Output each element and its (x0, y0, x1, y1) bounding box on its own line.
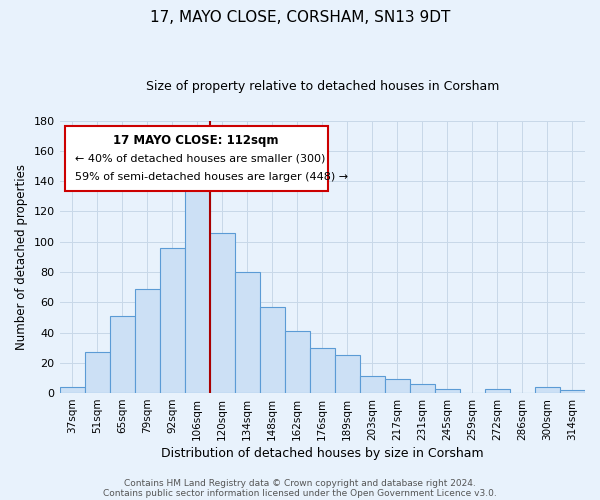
Bar (485, 388, 510, 393)
Bar (185, 181, 209, 393)
Bar (410, 384, 435, 393)
Text: Contains HM Land Registry data © Crown copyright and database right 2024.: Contains HM Land Registry data © Crown c… (124, 478, 476, 488)
Bar (235, 272, 260, 393)
Bar (310, 348, 335, 393)
Bar (385, 380, 410, 393)
Bar (360, 376, 385, 393)
Bar (535, 387, 560, 393)
Text: 59% of semi-detached houses are larger (448) →: 59% of semi-detached houses are larger (… (76, 172, 349, 182)
Y-axis label: Number of detached properties: Number of detached properties (15, 164, 28, 350)
Bar (160, 248, 185, 393)
Text: 17 MAYO CLOSE: 112sqm: 17 MAYO CLOSE: 112sqm (113, 134, 279, 147)
Bar (59, 387, 85, 393)
X-axis label: Distribution of detached houses by size in Corsham: Distribution of detached houses by size … (161, 447, 484, 460)
Bar (560, 390, 585, 393)
Text: ← 40% of detached houses are smaller (300): ← 40% of detached houses are smaller (30… (76, 154, 326, 164)
Bar (110, 316, 134, 393)
Text: Contains public sector information licensed under the Open Government Licence v3: Contains public sector information licen… (103, 488, 497, 498)
Text: 17, MAYO CLOSE, CORSHAM, SN13 9DT: 17, MAYO CLOSE, CORSHAM, SN13 9DT (150, 10, 450, 25)
Bar (335, 355, 360, 393)
Bar (134, 288, 160, 393)
Bar (209, 232, 235, 393)
Bar (435, 388, 460, 393)
Bar (285, 331, 310, 393)
Bar (260, 307, 285, 393)
Bar (85, 352, 110, 393)
FancyBboxPatch shape (65, 126, 328, 192)
Title: Size of property relative to detached houses in Corsham: Size of property relative to detached ho… (146, 80, 499, 93)
